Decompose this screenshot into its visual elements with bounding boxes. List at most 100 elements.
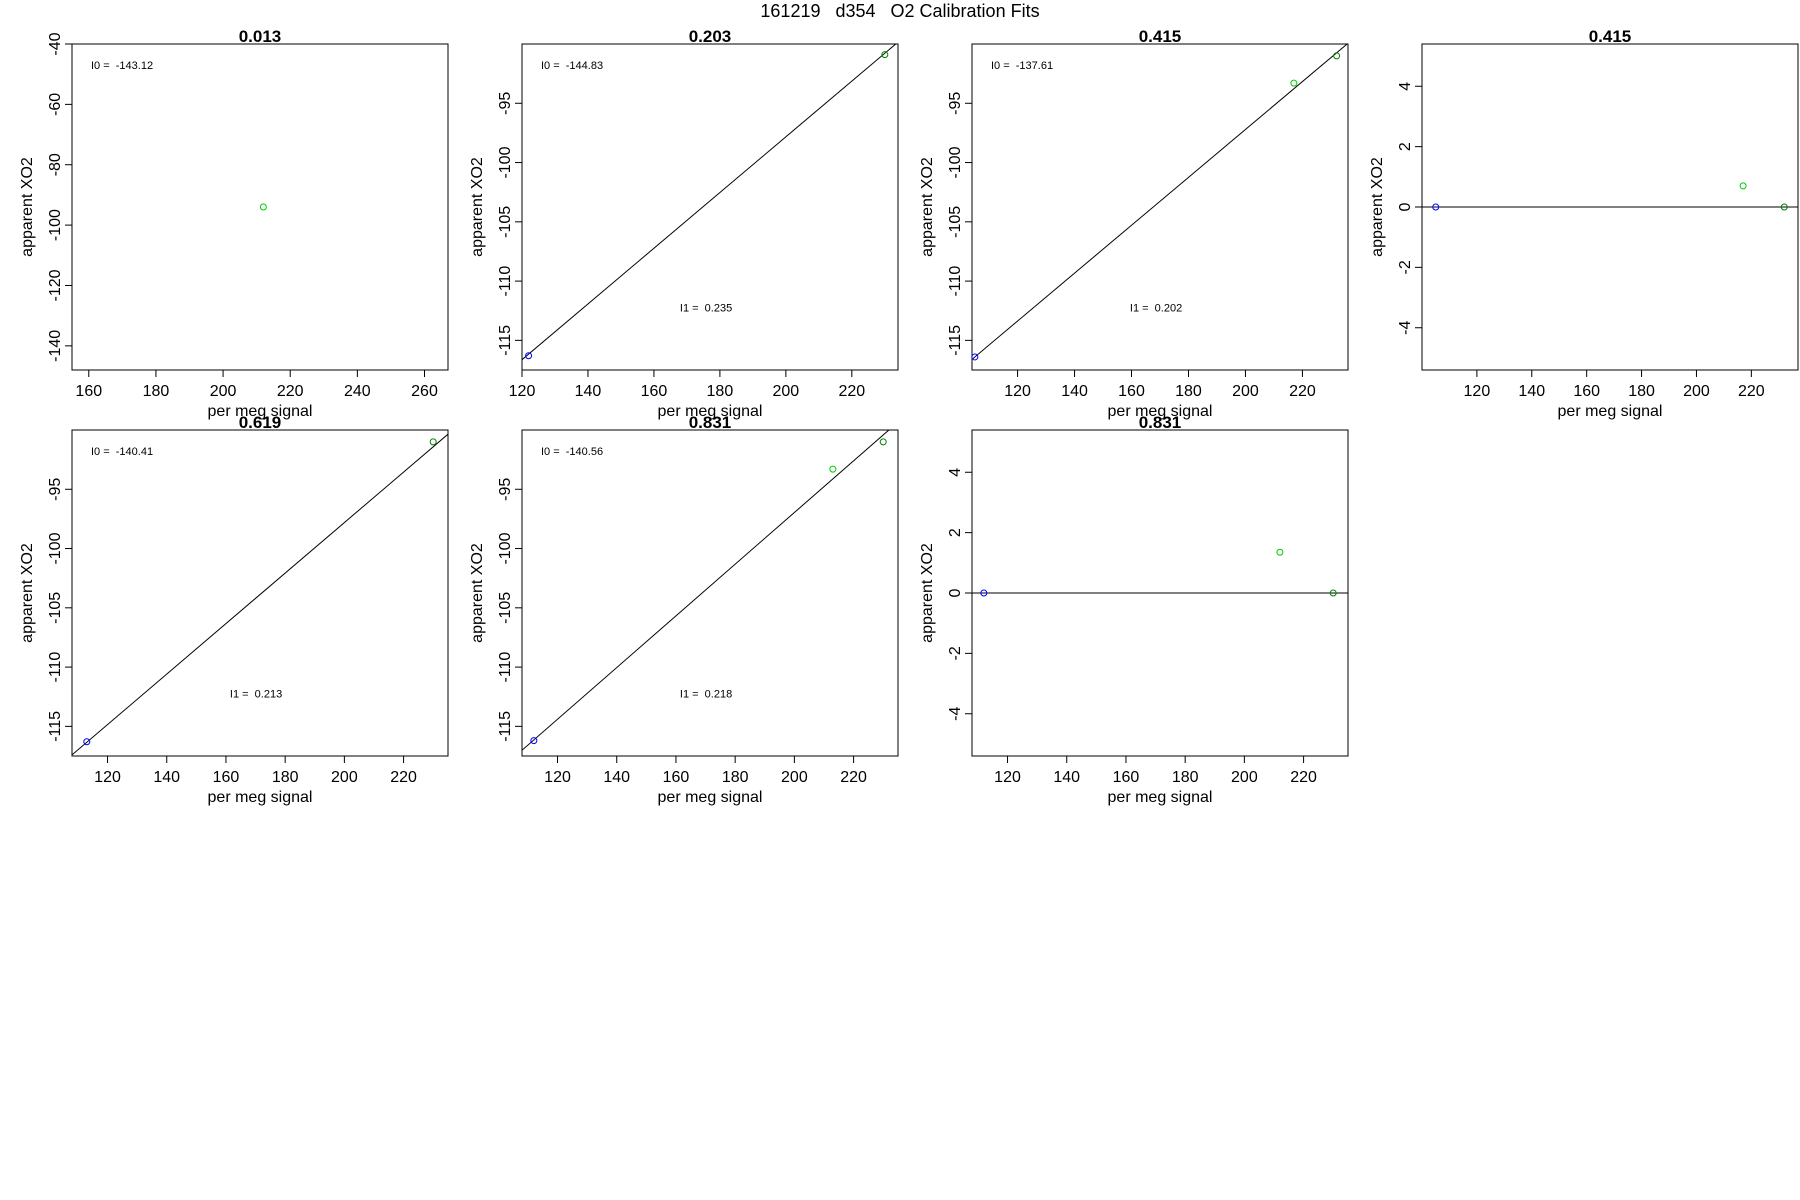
x-tick-label: 140 (1061, 383, 1088, 400)
y-tick-label: -100 (47, 209, 64, 241)
plot-frame (971, 43, 1349, 371)
x-tick-label: 120 (544, 769, 571, 786)
fit-annotation: I1 = 0.218 (680, 688, 732, 700)
fit-annotation: I1 = 0.213 (230, 688, 282, 700)
fit-annotation: I0 = -144.83 (541, 60, 603, 72)
x-tick-label: 180 (722, 769, 749, 786)
x-axis-label: per meg signal (658, 789, 763, 806)
y-tick-label: -100 (947, 146, 964, 178)
y-tick-label: -40 (47, 32, 64, 55)
x-tick-label: 220 (1738, 383, 1765, 400)
y-tick-label: -60 (47, 93, 64, 116)
y-axis-label: apparent XO2 (19, 157, 36, 257)
y-tick-label: -110 (497, 652, 514, 683)
y-tick-label: -95 (497, 478, 514, 501)
x-tick-label: 180 (1628, 383, 1655, 400)
x-tick-label: 180 (1175, 383, 1202, 400)
chart-panel: 0.415 120 140 160 180 200 220 per meg signal -95… (919, 27, 1349, 420)
data-point (1739, 182, 1747, 190)
y-tick-label: -120 (47, 269, 64, 301)
fit-annotation: I1 = 0.202 (1130, 302, 1182, 314)
x-axis-label: per meg signal (1558, 403, 1663, 420)
chart-panel: 0.831 120 140 160 180 200 220 per meg signal -95… (469, 413, 899, 806)
chart-title: 0.831 (689, 413, 732, 432)
data-point (83, 738, 91, 746)
y-axis-label: apparent XO2 (919, 157, 936, 257)
data-point (879, 438, 887, 446)
y-tick-label: -100 (47, 532, 64, 564)
plot-frame (71, 429, 449, 757)
y-tick-label: -115 (47, 711, 64, 742)
fit-annotation: I1 = 0.235 (680, 302, 732, 314)
x-tick-label: 220 (1290, 769, 1317, 786)
chart-panel: 0.203 120 140 160 180 200 220 per meg signal -95… (469, 27, 899, 420)
x-tick-label: 180 (1172, 769, 1199, 786)
fit-line (972, 44, 1348, 361)
x-tick-label: 220 (838, 383, 865, 400)
y-tick-label: -115 (947, 325, 964, 356)
x-tick-label: 160 (1118, 383, 1145, 400)
x-tick-label: 200 (1232, 383, 1259, 400)
y-tick-label: -100 (497, 146, 514, 178)
y-tick-label: -140 (47, 330, 64, 362)
data-point (1780, 203, 1788, 211)
y-tick-label: -115 (497, 325, 514, 356)
data-point (259, 203, 267, 211)
data-point (980, 589, 988, 597)
x-tick-label: 140 (1518, 383, 1545, 400)
data-point (429, 438, 437, 446)
y-axis-label: apparent XO2 (1369, 157, 1386, 257)
x-tick-label: 220 (390, 769, 417, 786)
plot-frame (521, 43, 899, 371)
data-point (1276, 548, 1284, 556)
chart-panel: 0.013 160 180 200 220 240 260 per meg signal -40… (19, 27, 449, 420)
x-axis-label: per meg signal (658, 403, 763, 420)
x-axis-label: per meg signal (208, 403, 313, 420)
x-tick-label: 220 (277, 383, 304, 400)
y-axis-label: apparent XO2 (19, 543, 36, 643)
y-tick-label: -4 (1397, 321, 1414, 335)
y-tick-label: 0 (947, 588, 964, 597)
x-tick-label: 160 (1113, 769, 1140, 786)
y-tick-label: -105 (47, 592, 64, 624)
data-point (971, 353, 979, 361)
x-tick-label: 160 (1573, 383, 1600, 400)
x-tick-label: 200 (773, 383, 800, 400)
x-tick-label: 160 (641, 383, 668, 400)
x-tick-label: 220 (1289, 383, 1316, 400)
y-tick-label: -115 (497, 711, 514, 742)
data-point (1290, 79, 1298, 87)
x-tick-label: 120 (994, 769, 1021, 786)
x-tick-label: 120 (94, 769, 121, 786)
y-tick-label: -2 (947, 646, 964, 660)
x-axis-label: per meg signal (1108, 403, 1213, 420)
y-tick-label: -105 (497, 592, 514, 624)
y-tick-label: -4 (947, 707, 964, 721)
x-tick-label: 180 (272, 769, 299, 786)
y-axis-label: apparent XO2 (469, 157, 486, 257)
chart-panel: 0.831 120 140 160 180 200 220 per meg signal 4 2 0… (919, 413, 1349, 806)
fit-annotation: I0 = -143.12 (91, 60, 153, 72)
chart-title: 0.203 (689, 27, 732, 46)
fit-annotation: I0 = -140.41 (91, 446, 153, 458)
x-tick-label: 220 (840, 769, 867, 786)
chart-title: 0.415 (1589, 27, 1632, 46)
data-point (1329, 589, 1337, 597)
y-tick-label: 2 (947, 528, 964, 537)
x-tick-label: 140 (153, 769, 180, 786)
y-tick-label: -95 (947, 92, 964, 115)
fit-annotation: I0 = -137.61 (991, 60, 1053, 72)
x-tick-label: 180 (707, 383, 734, 400)
data-point (1432, 203, 1440, 211)
x-tick-label: 200 (1231, 769, 1258, 786)
x-tick-label: 160 (663, 769, 690, 786)
x-tick-label: 180 (143, 383, 170, 400)
data-point (525, 352, 533, 360)
fit-annotation: I0 = -140.56 (541, 446, 603, 458)
data-point (881, 51, 889, 59)
x-tick-label: 260 (411, 383, 438, 400)
y-tick-label: 2 (1397, 142, 1414, 151)
x-tick-label: 200 (781, 769, 808, 786)
x-tick-label: 160 (213, 769, 240, 786)
